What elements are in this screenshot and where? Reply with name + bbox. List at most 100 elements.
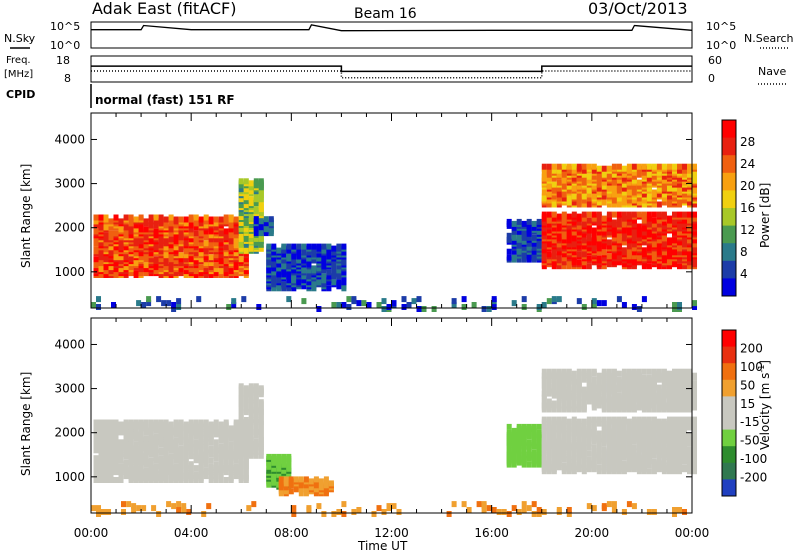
velocity-cell [692, 452, 698, 459]
velocity-cell [551, 400, 557, 407]
velocity-cell [596, 392, 602, 399]
velocity-cell [561, 402, 567, 409]
velocity-cell [133, 463, 139, 470]
velocity-cell [687, 388, 693, 395]
power-cell [306, 249, 312, 256]
velocity-heatmap [91, 368, 698, 517]
power-cell [506, 254, 512, 261]
power-cell [153, 222, 159, 229]
velocity-cell [667, 416, 673, 423]
velocity-cell [526, 447, 532, 454]
power-cell [621, 302, 627, 308]
velocity-cell [656, 372, 662, 379]
power-cell [596, 185, 602, 192]
velocity-cell [651, 416, 657, 423]
velocity-cell [168, 453, 174, 460]
velocity-cell [98, 419, 104, 426]
power-cell [616, 183, 622, 190]
power-cell [306, 243, 312, 250]
power-cell [296, 253, 302, 260]
velocity-cell [203, 429, 209, 436]
power-cell [656, 163, 662, 170]
power-cell [153, 218, 159, 225]
power-cell [153, 228, 159, 235]
power-cell [198, 230, 204, 237]
power-cell [546, 221, 552, 228]
power-panel-frame [90, 112, 693, 309]
velocity-cell [203, 439, 209, 446]
power-cell [586, 173, 592, 180]
power-cell [677, 167, 683, 174]
power-cell [601, 171, 607, 178]
power-cell [561, 259, 567, 266]
velocity-cell [193, 465, 199, 472]
nave-label: Nave [758, 65, 786, 78]
velocity-cell [596, 416, 602, 423]
velocity-cell [606, 368, 612, 375]
power-cell [471, 302, 477, 308]
power-cell [611, 211, 617, 218]
velocity-cell [611, 416, 617, 423]
power-cell [621, 211, 627, 218]
velocity-cell [571, 392, 577, 399]
power-cell [461, 304, 467, 310]
velocity-cell [286, 463, 292, 470]
velocity-cell [626, 424, 632, 431]
velocity-cell [586, 378, 592, 385]
velocity-cell [218, 421, 224, 428]
power-cell [596, 211, 602, 218]
beam-title: Beam 16 [354, 6, 417, 22]
power-cell [601, 193, 607, 200]
velocity-cell [113, 439, 119, 446]
velocity-cell [168, 429, 174, 436]
velocity-cell [546, 420, 552, 427]
velocity-cell [103, 447, 109, 454]
power-cell [516, 228, 522, 235]
velocity-cell [551, 406, 557, 413]
velocity-cell [318, 478, 324, 485]
velocity-cell [616, 416, 622, 423]
velocity-cell [113, 477, 119, 483]
power-cell [233, 228, 239, 235]
power-cell [228, 220, 234, 227]
power-cell [233, 216, 239, 223]
velocity-cell [233, 463, 239, 470]
power-cell [596, 173, 602, 180]
power-cell [677, 163, 683, 170]
power-cell [616, 199, 622, 206]
velocity-cell [91, 505, 97, 512]
velocity-cell [541, 438, 547, 445]
power-cell [576, 163, 582, 170]
power-cell [243, 247, 249, 254]
power-cell [271, 269, 277, 276]
velocity-cell [611, 464, 617, 471]
nsky-tick-high: 10^5 [50, 20, 80, 33]
velocity-cell [516, 455, 522, 462]
power-cell [601, 165, 607, 172]
power-cell [193, 250, 199, 257]
power-cell [546, 189, 552, 196]
power-cell [233, 262, 239, 269]
velocity-cell [158, 471, 164, 478]
velocity-cell [636, 372, 642, 379]
velocity-cell [178, 429, 184, 436]
power-cell [606, 253, 612, 260]
power-cell [253, 216, 259, 223]
velocity-cell [266, 467, 272, 474]
velocity-cell [148, 425, 154, 432]
velocity-cell [183, 441, 189, 448]
power-cell [158, 242, 164, 249]
velocity-cell [248, 415, 254, 422]
power-cell [576, 191, 582, 198]
velocity-cell [258, 405, 264, 412]
velocity-cell [626, 392, 632, 399]
power-cell [93, 240, 99, 247]
velocity-cell [138, 419, 144, 426]
power-cell [311, 283, 317, 290]
power-cell [687, 263, 693, 270]
velocity-cell [661, 418, 667, 425]
velocity-cell [621, 386, 627, 393]
power-cell [188, 222, 194, 229]
power-cell [672, 189, 678, 196]
power-cell [238, 186, 244, 193]
